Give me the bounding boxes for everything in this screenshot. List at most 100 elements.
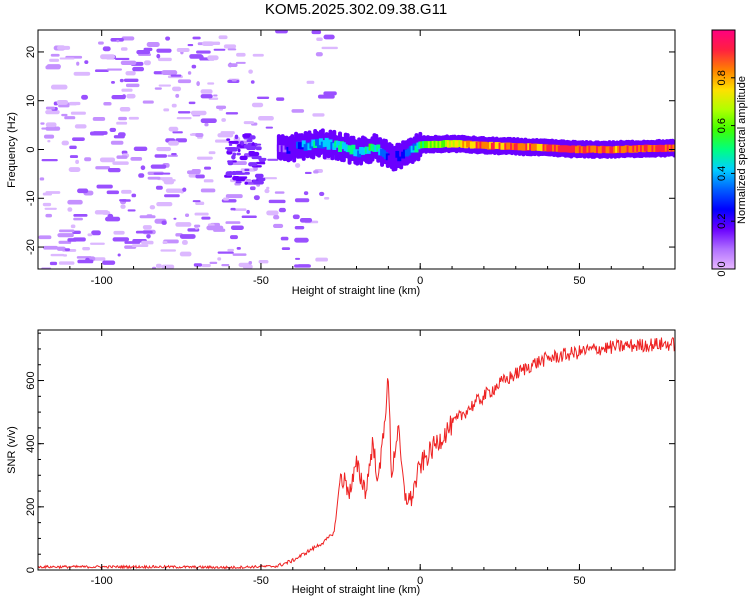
noise-patch — [200, 55, 204, 60]
noise-patch — [246, 139, 253, 143]
noise-patch — [89, 131, 105, 136]
noise-patch — [124, 241, 141, 244]
noise-patch — [223, 197, 230, 201]
noise-patch — [119, 106, 131, 112]
noise-patch — [236, 52, 246, 57]
noise-patch — [231, 79, 237, 82]
noise-patch — [64, 116, 76, 120]
noise-patch — [242, 133, 251, 138]
noise-patch — [230, 207, 236, 211]
noise-patch — [315, 257, 328, 262]
noise-patch — [49, 261, 58, 266]
noise-patch — [67, 207, 73, 212]
noise-patch — [125, 71, 136, 76]
noise-patch — [50, 253, 65, 257]
noise-patch — [46, 64, 61, 69]
noise-patch — [193, 263, 203, 267]
x-tick-label: 0 — [417, 275, 423, 287]
noise-patch — [177, 79, 192, 84]
noise-patch — [156, 202, 173, 207]
noise-patch — [102, 260, 116, 265]
ridge-core — [387, 155, 392, 163]
snr-y-axis-label: SNR (v/v) — [6, 426, 18, 474]
noise-patch — [227, 63, 238, 68]
noise-patch — [213, 94, 218, 97]
noise-patch — [207, 82, 215, 85]
noise-patch — [319, 191, 325, 197]
noise-patch — [231, 154, 236, 160]
noise-patch — [116, 121, 128, 125]
noise-patch — [299, 218, 313, 223]
noise-patch — [227, 147, 238, 152]
colorbar-gradient — [711, 29, 736, 270]
noise-patch — [96, 184, 113, 189]
colorbar: 0.0 0.2 0.4 0.6 0.8 Normalized spectral ampl… — [711, 29, 748, 277]
noise-patch — [294, 264, 311, 268]
noise-patch — [181, 239, 188, 245]
noise-patch — [312, 113, 325, 117]
noise-patch — [115, 57, 130, 60]
noise-patch — [47, 140, 51, 143]
noise-patch — [131, 193, 137, 198]
noise-patch — [45, 122, 57, 128]
colorbar-tick-label: 0.6 — [716, 118, 728, 133]
noise-patch — [265, 126, 273, 129]
noise-patch — [142, 100, 154, 104]
noise-patch — [182, 187, 187, 192]
noise-patch — [294, 198, 310, 203]
noise-patch — [294, 225, 305, 230]
noise-patch — [267, 158, 279, 161]
noise-patch — [208, 151, 216, 155]
noise-patch — [281, 247, 291, 251]
noise-patch — [215, 139, 230, 143]
noise-patch — [177, 111, 191, 114]
noise-patch — [276, 97, 285, 101]
noise-patch — [251, 102, 264, 108]
noise-patch — [103, 102, 112, 106]
noise-patch — [266, 210, 279, 216]
noise-patch — [162, 240, 168, 245]
noise-patch — [111, 94, 126, 100]
noise-patch — [171, 153, 177, 156]
noise-patch — [200, 94, 213, 99]
noise-patch — [150, 164, 167, 169]
noise-patch — [153, 172, 171, 175]
y-tick-label: 0 — [25, 567, 37, 573]
noise-patch — [92, 117, 106, 121]
noise-patch — [113, 230, 125, 235]
noise-patch — [173, 217, 177, 220]
noise-patch — [156, 53, 161, 59]
noise-patch — [73, 217, 83, 221]
noise-patch — [217, 251, 234, 254]
noise-patch — [73, 71, 91, 76]
noise-patch — [136, 49, 151, 55]
noise-patch — [179, 234, 196, 239]
noise-patch — [238, 262, 252, 268]
x-tick-label: -50 — [253, 275, 269, 287]
noise-patch — [172, 131, 183, 134]
noise-patch — [195, 133, 204, 138]
noise-patch — [256, 96, 270, 99]
noise-patch — [94, 210, 109, 215]
noise-patch — [147, 176, 161, 180]
noise-patch — [131, 244, 149, 247]
noise-patch — [213, 228, 226, 232]
y-tick-label: 0 — [25, 146, 37, 152]
noise-patch — [194, 212, 209, 216]
noise-patch — [126, 93, 136, 99]
noise-patch — [69, 145, 77, 150]
noise-patch — [192, 200, 201, 203]
noise-patch — [67, 199, 83, 205]
noise-patch — [257, 115, 274, 121]
noise-patch — [248, 162, 258, 167]
noise-patch — [111, 80, 115, 84]
noise-patch — [140, 165, 146, 171]
noise-patch — [236, 247, 241, 250]
noise-patch — [106, 68, 122, 71]
noise-patch — [304, 171, 312, 175]
noise-patch — [72, 137, 85, 141]
noise-patch — [175, 93, 180, 98]
noise-patch — [121, 189, 132, 194]
noise-patch — [216, 105, 227, 109]
